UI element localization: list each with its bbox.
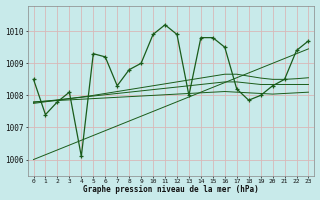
X-axis label: Graphe pression niveau de la mer (hPa): Graphe pression niveau de la mer (hPa) <box>83 185 259 194</box>
